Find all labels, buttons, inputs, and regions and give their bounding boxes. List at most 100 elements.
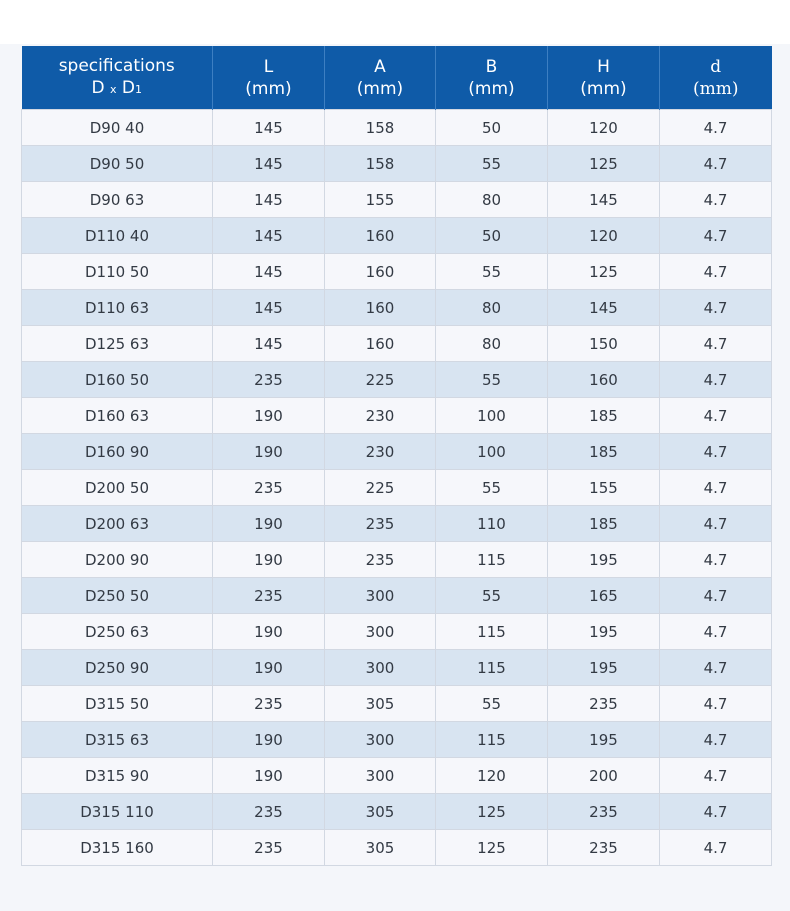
cell-h: 195 bbox=[547, 541, 660, 578]
cell-l: 145 bbox=[212, 289, 325, 326]
cell-l: 145 bbox=[212, 109, 325, 146]
cell-b: 50 bbox=[435, 109, 548, 146]
cell-l: 145 bbox=[212, 217, 325, 254]
header-specifications: specifications D x D1 bbox=[21, 46, 213, 110]
table-row: D90 50 145 158 55 125 4.7 bbox=[21, 145, 772, 182]
cell-b: 125 bbox=[435, 793, 548, 830]
cell-a: 300 bbox=[324, 577, 436, 614]
table-row: D110 50 145 160 55 125 4.7 bbox=[21, 253, 772, 290]
cell-l: 190 bbox=[212, 757, 325, 794]
table-row: D200 90 190 235 115 195 4.7 bbox=[21, 541, 772, 578]
cell-h: 235 bbox=[547, 793, 660, 830]
cell-a: 225 bbox=[324, 469, 436, 506]
cell-spec: D90 50 bbox=[21, 145, 213, 182]
table-row: D315 90 190 300 120 200 4.7 bbox=[21, 757, 772, 794]
cell-h: 235 bbox=[547, 829, 660, 866]
cell-h: 165 bbox=[547, 577, 660, 614]
cell-d: 4.7 bbox=[659, 577, 772, 614]
cell-d: 4.7 bbox=[659, 685, 772, 722]
cell-d: 4.7 bbox=[659, 469, 772, 506]
cell-l: 235 bbox=[212, 793, 325, 830]
cell-d: 4.7 bbox=[659, 433, 772, 470]
cell-b: 115 bbox=[435, 649, 548, 686]
cell-d: 4.7 bbox=[659, 613, 772, 650]
top-band bbox=[0, 0, 790, 44]
cell-b: 55 bbox=[435, 145, 548, 182]
cell-h: 145 bbox=[547, 181, 660, 218]
cell-spec: D160 50 bbox=[21, 361, 213, 398]
header-spec-line2: D x D1 bbox=[22, 77, 213, 101]
cell-d: 4.7 bbox=[659, 325, 772, 362]
cell-h: 185 bbox=[547, 397, 660, 434]
cell-spec: D90 40 bbox=[21, 109, 213, 146]
table-row: D250 90 190 300 115 195 4.7 bbox=[21, 649, 772, 686]
header-col-name: L bbox=[263, 56, 274, 77]
cell-d: 4.7 bbox=[659, 649, 772, 686]
header-spec-d1: D bbox=[121, 77, 135, 98]
cell-l: 145 bbox=[212, 181, 325, 218]
cell-spec: D315 50 bbox=[21, 685, 213, 722]
cell-b: 115 bbox=[435, 613, 548, 650]
cell-a: 160 bbox=[324, 217, 436, 254]
table-row: D315 50 235 305 55 235 4.7 bbox=[21, 685, 772, 722]
cell-a: 305 bbox=[324, 829, 436, 866]
cell-b: 115 bbox=[435, 541, 548, 578]
table-row: D315 160 235 305 125 235 4.7 bbox=[21, 829, 772, 866]
header-spec-d: D bbox=[91, 77, 105, 98]
cell-spec: D250 50 bbox=[21, 577, 213, 614]
cell-h: 120 bbox=[547, 217, 660, 254]
cell-h: 155 bbox=[547, 469, 660, 506]
cell-d: 4.7 bbox=[659, 217, 772, 254]
cell-spec: D315 63 bbox=[21, 721, 213, 758]
header-spec-d1-sub: 1 bbox=[135, 82, 142, 96]
cell-a: 160 bbox=[324, 253, 436, 290]
cell-a: 155 bbox=[324, 181, 436, 218]
cell-b: 55 bbox=[435, 685, 548, 722]
cell-d: 4.7 bbox=[659, 541, 772, 578]
cell-b: 55 bbox=[435, 253, 548, 290]
cell-a: 235 bbox=[324, 541, 436, 578]
cell-spec: D110 40 bbox=[21, 217, 213, 254]
table-row: D250 63 190 300 115 195 4.7 bbox=[21, 613, 772, 650]
table-row: D160 63 190 230 100 185 4.7 bbox=[21, 397, 772, 434]
header-col-name: H bbox=[597, 56, 610, 77]
cell-b: 100 bbox=[435, 433, 548, 470]
header-spec-x: x bbox=[109, 82, 117, 96]
cell-d: 4.7 bbox=[659, 253, 772, 290]
cell-d: 4.7 bbox=[659, 757, 772, 794]
cell-d: 4.7 bbox=[659, 721, 772, 758]
cell-l: 235 bbox=[212, 577, 325, 614]
cell-spec: D200 90 bbox=[21, 541, 213, 578]
cell-b: 50 bbox=[435, 217, 548, 254]
cell-h: 195 bbox=[547, 721, 660, 758]
cell-a: 230 bbox=[324, 397, 436, 434]
cell-h: 185 bbox=[547, 505, 660, 542]
cell-l: 235 bbox=[212, 829, 325, 866]
cell-a: 305 bbox=[324, 793, 436, 830]
table-row: D125 63 145 160 80 150 4.7 bbox=[21, 325, 772, 362]
header-col-b: B (mm) bbox=[435, 46, 548, 110]
cell-spec: D315 90 bbox=[21, 757, 213, 794]
header-col-l: L (mm) bbox=[212, 46, 325, 110]
cell-b: 55 bbox=[435, 361, 548, 398]
cell-spec: D90 63 bbox=[21, 181, 213, 218]
table-row: D110 40 145 160 50 120 4.7 bbox=[21, 217, 772, 254]
cell-l: 145 bbox=[212, 145, 325, 182]
cell-a: 235 bbox=[324, 505, 436, 542]
cell-spec: D110 63 bbox=[21, 289, 213, 326]
cell-l: 235 bbox=[212, 361, 325, 398]
cell-spec: D110 50 bbox=[21, 253, 213, 290]
header-col-h: H (mm) bbox=[547, 46, 660, 110]
header-col-unit: (mm) bbox=[245, 78, 292, 99]
header-col-unit: (mm) bbox=[692, 78, 739, 99]
cell-spec: D250 63 bbox=[21, 613, 213, 650]
cell-b: 80 bbox=[435, 181, 548, 218]
cell-l: 190 bbox=[212, 541, 325, 578]
specifications-table-container: specifications D x D1 L (mm) A (mm) B (m… bbox=[21, 46, 772, 866]
cell-d: 4.7 bbox=[659, 181, 772, 218]
table-row: D250 50 235 300 55 165 4.7 bbox=[21, 577, 772, 614]
cell-l: 190 bbox=[212, 721, 325, 758]
cell-a: 300 bbox=[324, 649, 436, 686]
header-col-d: d (mm) bbox=[659, 46, 772, 110]
cell-a: 300 bbox=[324, 613, 436, 650]
